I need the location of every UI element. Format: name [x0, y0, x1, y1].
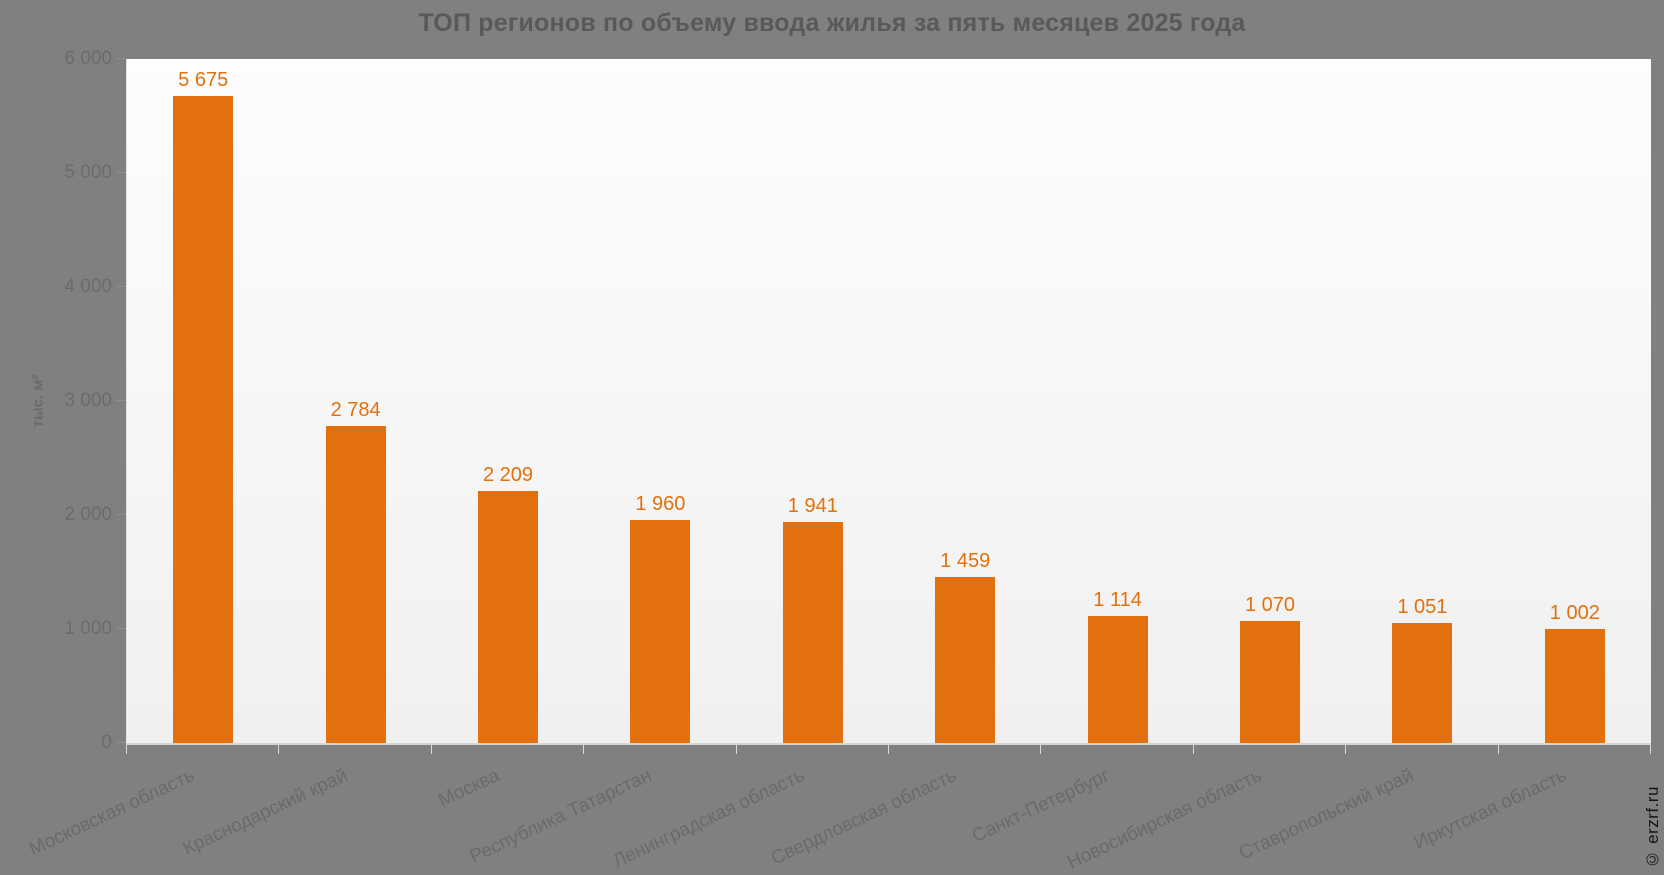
y-axis-tick-label: 6 000 [64, 48, 112, 69]
bar[interactable] [478, 491, 538, 743]
y-axis-tick [116, 286, 126, 287]
x-axis-tick [1497, 745, 1499, 754]
bar[interactable] [782, 522, 843, 743]
y-axis-tick [116, 400, 126, 401]
bar-value-label: 1 114 [1093, 589, 1142, 611]
bar-value-label: 1 002 [1549, 602, 1600, 624]
x-axis-tick [126, 745, 127, 754]
bar-value-label: 1 941 [787, 495, 838, 517]
bar-value-label: 1 070 [1244, 594, 1296, 616]
x-axis-tick [583, 745, 585, 754]
y-axis-tick [116, 172, 126, 173]
y-axis-tick-label: 3 000 [64, 390, 112, 411]
plot-area: 5 675 2 784 2 209 1 960 1 941 1 459 1 114 1 070… [126, 59, 1651, 745]
y-axis-tick-label: 1 000 [64, 618, 112, 639]
y-axis-tick [116, 514, 126, 515]
x-axis-tick [430, 745, 432, 754]
bar[interactable] [1392, 623, 1453, 743]
y-axis-tick [116, 742, 126, 743]
bar[interactable] [1087, 616, 1148, 743]
bar[interactable] [173, 96, 234, 743]
y-axis-tick [116, 628, 126, 629]
bar[interactable] [630, 520, 691, 743]
x-axis-tick [735, 745, 737, 754]
x-axis-tick [1192, 745, 1194, 754]
x-axis-tick [1040, 745, 1042, 754]
bar-value-label: 1 459 [940, 550, 991, 572]
x-axis-tick [1650, 745, 1651, 754]
bar-value-label: 1 960 [635, 493, 686, 515]
bar-value-label: 5 675 [178, 69, 229, 91]
bar[interactable] [325, 426, 386, 743]
bar[interactable] [1544, 629, 1605, 743]
y-axis-tick-label: 2 000 [64, 504, 112, 525]
y-axis-tick-label: 5 000 [64, 162, 112, 183]
bar-value-label: 2 209 [482, 464, 534, 486]
y-axis-tick-label: 0 [101, 732, 112, 753]
watermark: © erzrf.ru [1643, 786, 1662, 869]
x-axis-tick [278, 745, 280, 754]
chart-title: ТОП регионов по объему ввода жилья за пя… [418, 9, 1246, 37]
x-axis-tick [888, 745, 889, 754]
y-axis-tick-label: 4 000 [64, 276, 112, 297]
bar-value-label: 1 051 [1397, 596, 1448, 618]
bar[interactable] [1240, 621, 1300, 743]
x-axis-tick [1345, 745, 1347, 754]
bar-value-label: 2 784 [330, 399, 381, 421]
bar[interactable] [935, 577, 996, 743]
y-axis-tick [116, 58, 126, 59]
